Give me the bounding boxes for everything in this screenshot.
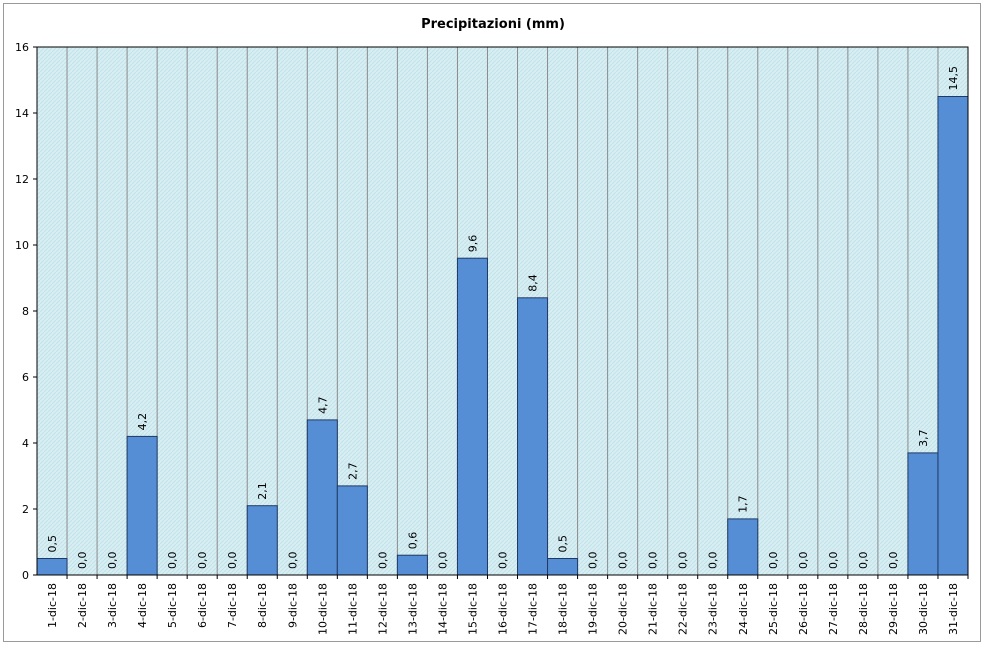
x-tick-label: 31-dic-18	[947, 583, 960, 635]
x-tick-label: 6-dic-18	[196, 583, 209, 628]
y-tick-label: 14	[15, 107, 29, 120]
x-tick-label: 16-dic-18	[497, 583, 510, 635]
data-label: 4,2	[136, 413, 149, 431]
plot-background	[37, 47, 968, 575]
data-label: 0,0	[707, 552, 720, 570]
x-tick-label: 14-dic-18	[436, 583, 449, 635]
bar	[306, 419, 338, 576]
x-tick-label: 26-dic-18	[797, 583, 810, 635]
x-tick-label: 29-dic-18	[887, 583, 900, 635]
bar	[937, 96, 969, 576]
data-label: 0,0	[196, 552, 209, 570]
data-label: 4,7	[316, 396, 329, 414]
data-label: 9,6	[466, 235, 479, 253]
x-tick-label: 27-dic-18	[827, 583, 840, 635]
data-label: 0,0	[436, 552, 449, 570]
data-label: 1,7	[737, 495, 750, 513]
bar	[727, 518, 759, 576]
bar	[517, 297, 549, 576]
data-label: 0,5	[46, 535, 59, 553]
y-tick-label: 0	[22, 569, 29, 582]
x-tick-label: 15-dic-18	[466, 583, 479, 635]
x-tick-label: 28-dic-18	[857, 583, 870, 635]
bar	[246, 505, 278, 576]
data-label: 2,1	[256, 482, 269, 500]
y-tick-label: 6	[22, 371, 29, 384]
x-tick-label: 19-dic-18	[587, 583, 600, 635]
bar	[907, 452, 939, 576]
y-tick-label: 8	[22, 305, 29, 318]
x-tick-label: 1-dic-18	[46, 583, 59, 628]
data-label: 0,0	[226, 552, 239, 570]
data-label: 0,0	[887, 552, 900, 570]
bar	[336, 485, 368, 576]
x-tick-label: 24-dic-18	[737, 583, 750, 635]
x-tick-label: 4-dic-18	[136, 583, 149, 628]
x-tick-label: 7-dic-18	[226, 583, 239, 628]
data-label: 3,7	[917, 429, 930, 447]
x-tick-label: 11-dic-18	[346, 583, 359, 635]
y-tick-label: 12	[15, 173, 29, 186]
data-label: 2,7	[346, 462, 359, 480]
data-label: 0,0	[797, 552, 810, 570]
y-tick-label: 4	[22, 437, 29, 450]
plot-border	[36, 46, 969, 576]
data-label: 0,0	[286, 552, 299, 570]
bar	[126, 435, 158, 576]
data-label: 8,4	[527, 274, 540, 292]
x-tick-label: 18-dic-18	[557, 583, 570, 635]
data-label: 14,5	[947, 66, 960, 91]
x-tick-label: 3-dic-18	[106, 583, 119, 628]
data-label: 0,0	[677, 552, 690, 570]
y-tick-label: 2	[22, 503, 29, 516]
x-tick-label: 2-dic-18	[76, 583, 89, 628]
data-label: 0,0	[166, 552, 179, 570]
x-tick-label: 9-dic-18	[286, 583, 299, 628]
data-label: 0,5	[557, 535, 570, 553]
bar	[396, 554, 428, 576]
x-tick-label: 23-dic-18	[707, 583, 720, 635]
data-label: 0,0	[106, 552, 119, 570]
data-label: 0,0	[76, 552, 89, 570]
x-tick-label: 12-dic-18	[376, 583, 389, 635]
bar	[547, 558, 579, 576]
x-tick-label: 13-dic-18	[406, 583, 419, 635]
x-tick-label: 8-dic-18	[256, 583, 269, 628]
x-tick-label: 25-dic-18	[767, 583, 780, 635]
data-label: 0,0	[857, 552, 870, 570]
x-tick-label: 17-dic-18	[527, 583, 540, 635]
data-label: 0,6	[406, 532, 419, 550]
data-label: 0,0	[647, 552, 660, 570]
data-label: 0,0	[617, 552, 630, 570]
x-tick-label: 22-dic-18	[677, 583, 690, 635]
y-tick-label: 10	[15, 239, 29, 252]
data-label: 0,0	[767, 552, 780, 570]
x-tick-label: 30-dic-18	[917, 583, 930, 635]
bar	[456, 257, 488, 576]
x-tick-label: 20-dic-18	[617, 583, 630, 635]
y-tick-label: 16	[15, 41, 29, 54]
data-label: 0,0	[827, 552, 840, 570]
bar	[36, 558, 68, 576]
x-tick-label: 21-dic-18	[647, 583, 660, 635]
x-tick-label: 10-dic-18	[316, 583, 329, 635]
chart-title: Precipitazioni (mm)	[421, 17, 565, 32]
data-label: 0,0	[587, 552, 600, 570]
plot-area: 0 2 4 6 8 10 12 14 16 0,5 1-dic-18 0,0 2-dic-18 0,0 3-…	[15, 41, 969, 635]
x-tick-label: 5-dic-18	[166, 583, 179, 628]
data-label: 0,0	[497, 552, 510, 570]
data-label: 0,0	[376, 552, 389, 570]
